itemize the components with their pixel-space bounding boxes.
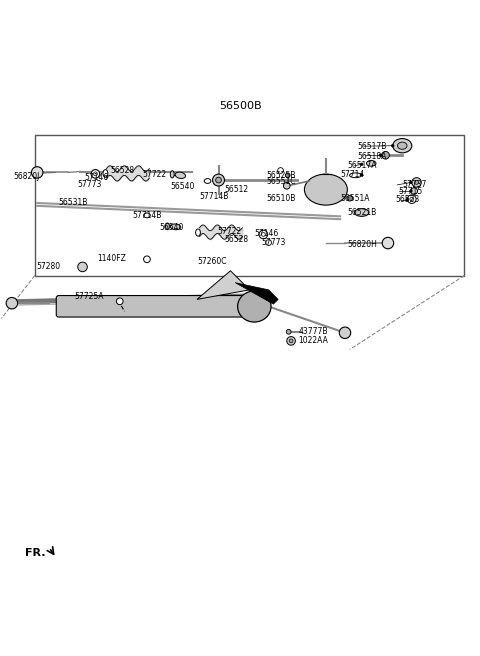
Text: 57146: 57146 bbox=[254, 230, 278, 239]
Circle shape bbox=[6, 297, 18, 309]
Text: 57714: 57714 bbox=[340, 170, 364, 179]
Text: 57280: 57280 bbox=[36, 262, 60, 271]
Circle shape bbox=[360, 173, 363, 176]
Text: 56551C: 56551C bbox=[266, 178, 296, 186]
Text: 57722: 57722 bbox=[142, 170, 166, 179]
Circle shape bbox=[409, 181, 412, 184]
Ellipse shape bbox=[397, 142, 407, 150]
Circle shape bbox=[286, 329, 291, 334]
Text: 1022AA: 1022AA bbox=[298, 336, 328, 345]
Bar bbox=[35, 134, 464, 276]
Ellipse shape bbox=[170, 171, 174, 178]
Ellipse shape bbox=[170, 224, 181, 230]
Ellipse shape bbox=[355, 209, 369, 216]
Circle shape bbox=[94, 172, 97, 176]
Text: 56512: 56512 bbox=[224, 184, 248, 194]
Text: 56820H: 56820H bbox=[347, 239, 377, 249]
Circle shape bbox=[32, 167, 43, 178]
Ellipse shape bbox=[304, 174, 348, 205]
Text: 57773: 57773 bbox=[262, 238, 286, 247]
Text: 56517A: 56517A bbox=[348, 161, 377, 171]
Circle shape bbox=[287, 337, 295, 345]
Circle shape bbox=[410, 197, 414, 201]
Ellipse shape bbox=[196, 229, 200, 236]
Ellipse shape bbox=[213, 174, 225, 186]
Ellipse shape bbox=[103, 169, 108, 177]
Text: 56540: 56540 bbox=[171, 182, 195, 192]
Text: 57725A: 57725A bbox=[74, 292, 104, 301]
Circle shape bbox=[116, 298, 123, 304]
Text: 57260C: 57260C bbox=[197, 257, 227, 266]
Ellipse shape bbox=[216, 177, 221, 183]
Circle shape bbox=[339, 327, 351, 338]
FancyBboxPatch shape bbox=[56, 296, 252, 317]
Circle shape bbox=[379, 154, 382, 157]
Ellipse shape bbox=[166, 223, 169, 230]
Text: 56528: 56528 bbox=[110, 165, 134, 174]
Text: 56525B: 56525B bbox=[266, 171, 296, 180]
Text: 1140FZ: 1140FZ bbox=[97, 254, 126, 263]
Text: 56510B: 56510B bbox=[266, 194, 296, 203]
Ellipse shape bbox=[144, 213, 150, 218]
Ellipse shape bbox=[204, 178, 211, 184]
Text: 57737: 57737 bbox=[402, 180, 427, 189]
Ellipse shape bbox=[366, 161, 376, 166]
Text: 56517B: 56517B bbox=[357, 142, 386, 151]
Text: 56531B: 56531B bbox=[59, 198, 88, 207]
Circle shape bbox=[289, 339, 293, 343]
Ellipse shape bbox=[238, 291, 271, 322]
Text: 56500B: 56500B bbox=[219, 101, 261, 111]
Text: 57773: 57773 bbox=[78, 180, 102, 189]
Text: 43777B: 43777B bbox=[298, 327, 328, 337]
Text: 57715: 57715 bbox=[398, 187, 423, 196]
Circle shape bbox=[409, 190, 412, 192]
Circle shape bbox=[91, 169, 100, 178]
Circle shape bbox=[360, 163, 363, 166]
Text: 56521B: 56521B bbox=[348, 209, 377, 218]
Circle shape bbox=[391, 144, 394, 147]
Text: 56551A: 56551A bbox=[340, 194, 370, 203]
Circle shape bbox=[283, 182, 290, 189]
Text: 57146: 57146 bbox=[84, 173, 108, 182]
Text: 56523: 56523 bbox=[395, 195, 420, 204]
Circle shape bbox=[382, 237, 394, 249]
Circle shape bbox=[266, 239, 272, 245]
Text: 57714B: 57714B bbox=[199, 192, 229, 201]
Text: 56540: 56540 bbox=[160, 223, 184, 232]
Circle shape bbox=[411, 188, 418, 194]
Circle shape bbox=[285, 173, 290, 178]
Circle shape bbox=[259, 230, 268, 239]
Circle shape bbox=[412, 178, 421, 187]
Text: FR.: FR. bbox=[25, 548, 46, 558]
Ellipse shape bbox=[349, 173, 361, 178]
Text: 56518A: 56518A bbox=[357, 152, 386, 161]
Text: 57722: 57722 bbox=[217, 227, 241, 236]
Text: 57714B: 57714B bbox=[132, 211, 162, 220]
Circle shape bbox=[347, 195, 353, 201]
Circle shape bbox=[406, 198, 408, 201]
Circle shape bbox=[278, 168, 283, 173]
Ellipse shape bbox=[175, 172, 186, 178]
Text: 56820J: 56820J bbox=[13, 173, 40, 181]
Polygon shape bbox=[235, 283, 278, 304]
Ellipse shape bbox=[393, 138, 412, 153]
Circle shape bbox=[78, 262, 87, 272]
Circle shape bbox=[382, 152, 389, 159]
Circle shape bbox=[408, 195, 416, 203]
Circle shape bbox=[415, 180, 419, 184]
Polygon shape bbox=[197, 271, 250, 299]
Circle shape bbox=[262, 233, 265, 236]
Text: 56528: 56528 bbox=[224, 235, 248, 244]
Circle shape bbox=[144, 256, 150, 262]
